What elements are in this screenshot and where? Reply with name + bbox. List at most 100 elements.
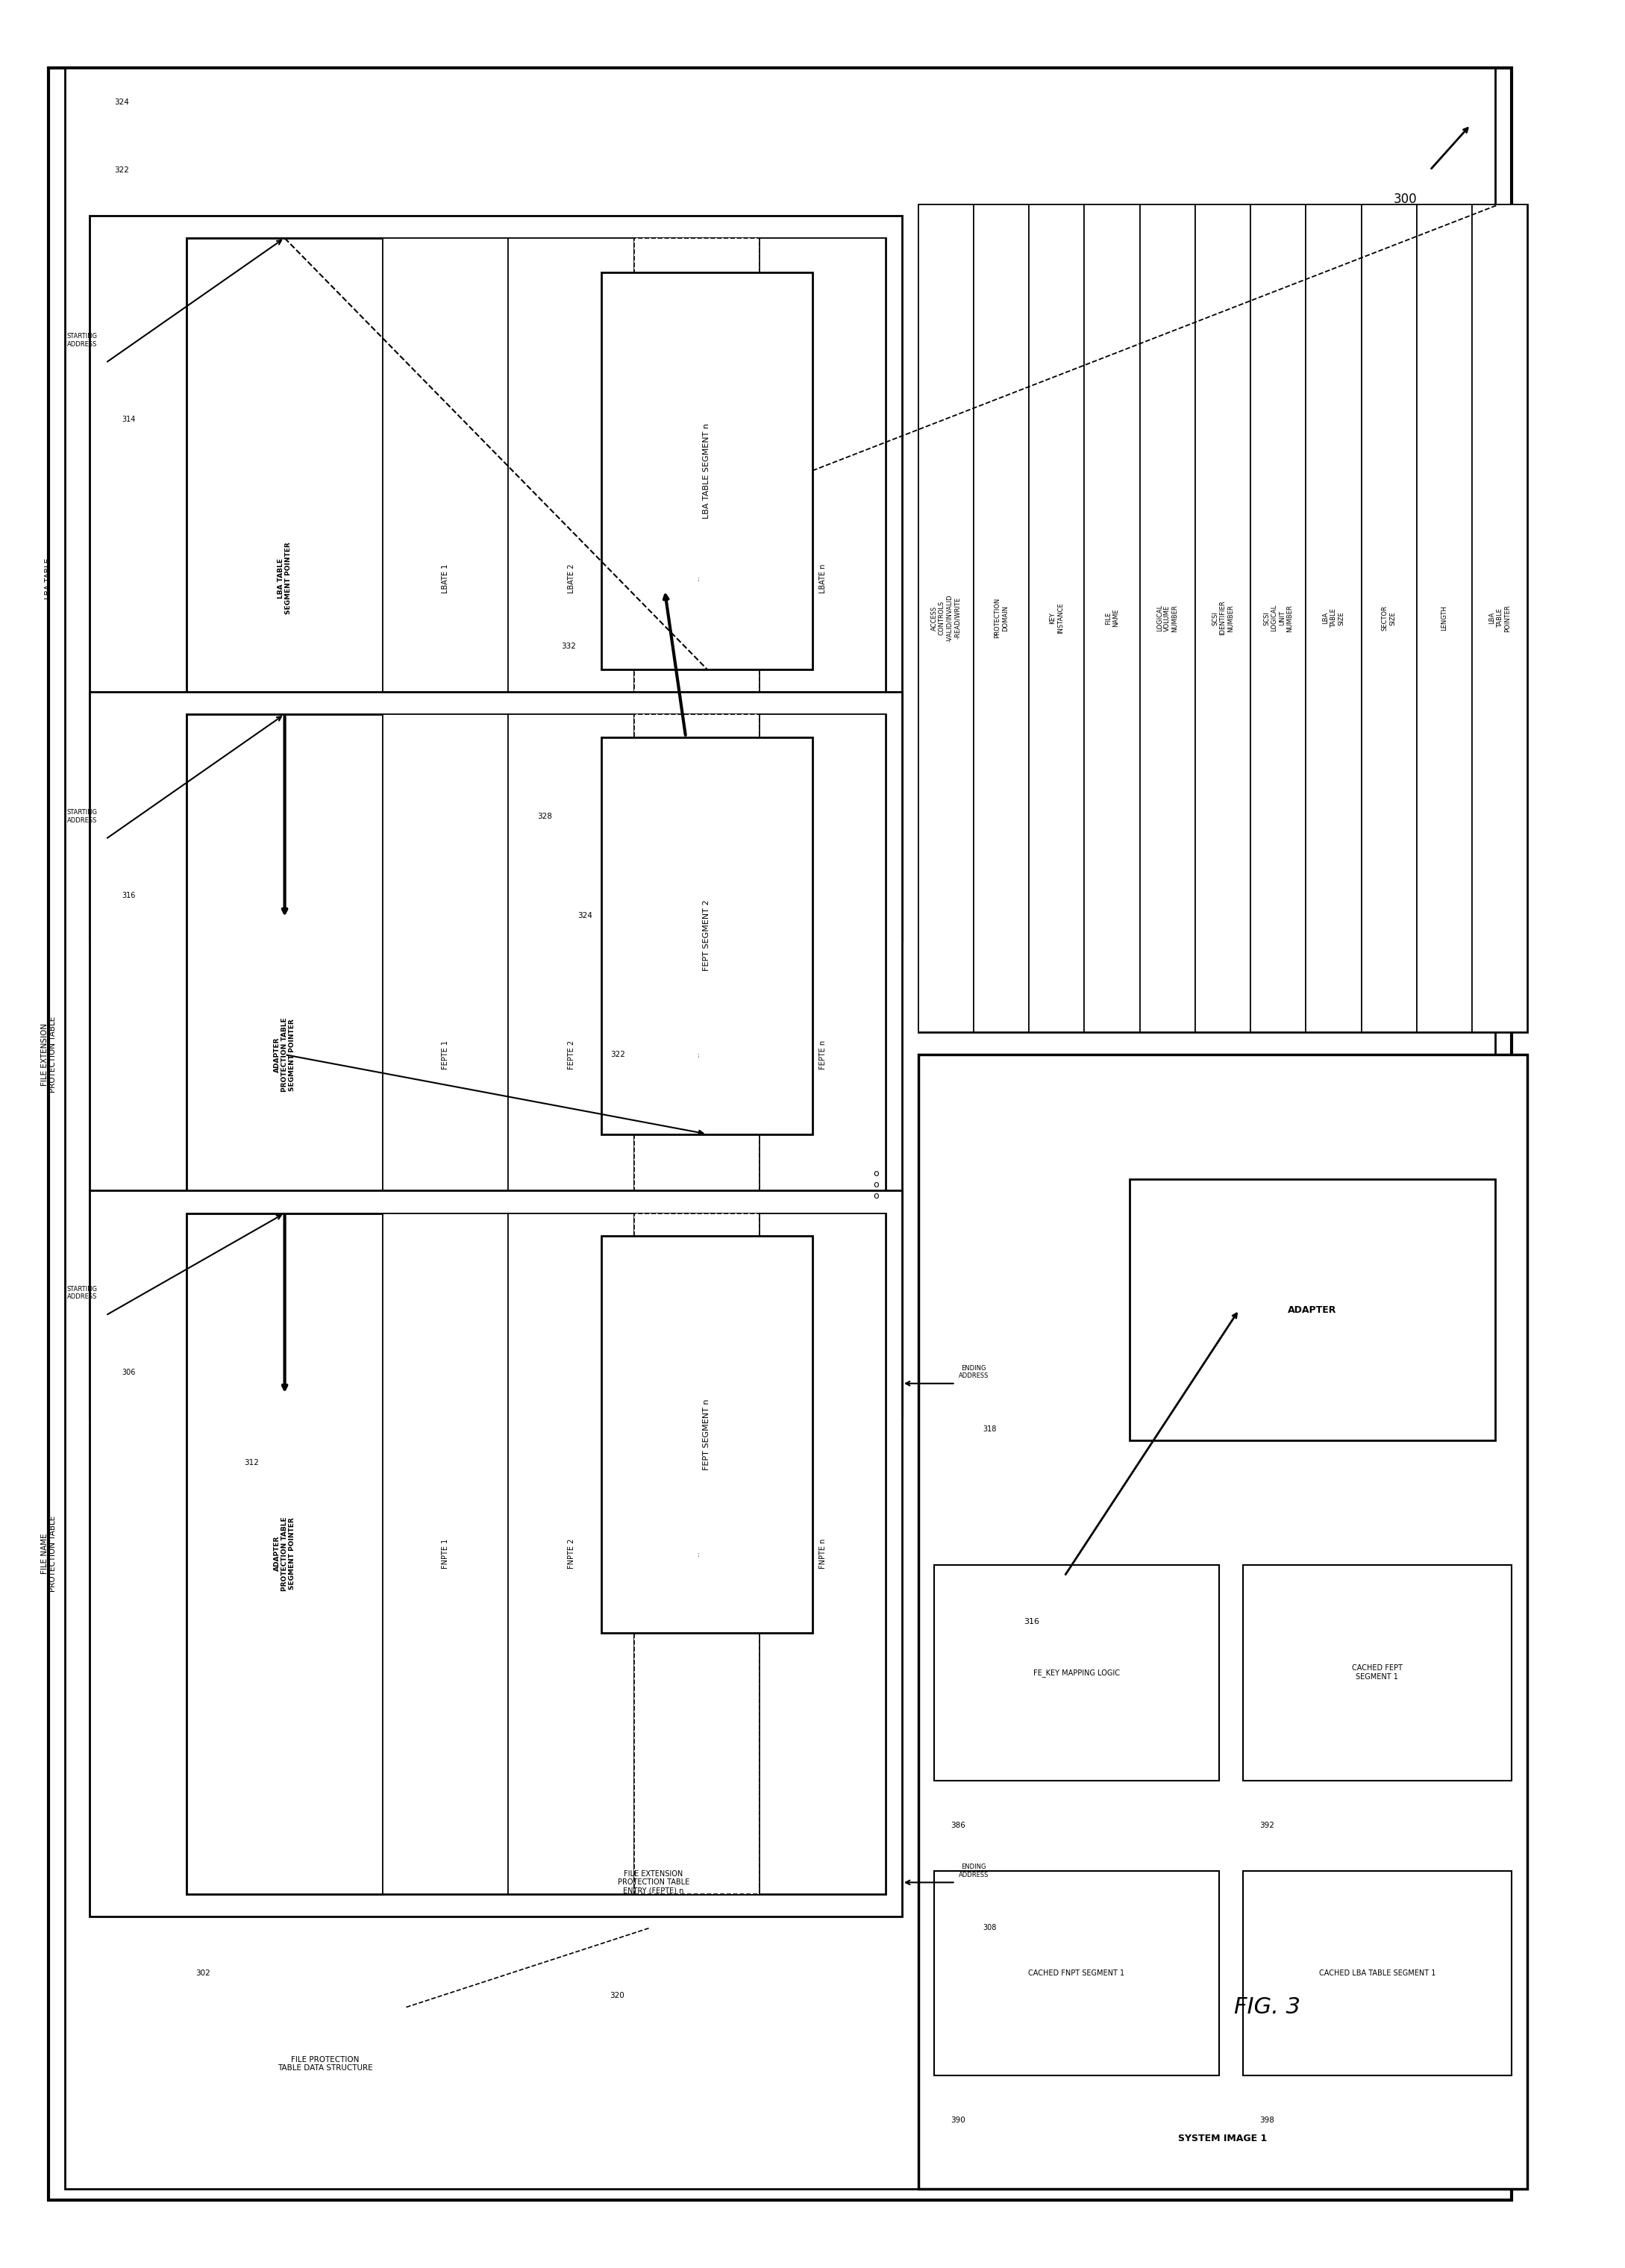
Text: STARTING
ADDRESS: STARTING ADDRESS	[67, 810, 98, 823]
Text: FEPT SEGMENT n: FEPT SEGMENT n	[704, 1399, 710, 1470]
Bar	[509, 714, 634, 1395]
Bar	[634, 238, 760, 919]
Text: ...: ...	[694, 1551, 700, 1556]
Text: 324: 324	[114, 98, 130, 107]
Text: 328: 328	[536, 812, 552, 821]
Bar	[1306, 204, 1362, 1032]
Bar	[918, 204, 1528, 1032]
Text: 386: 386	[951, 1821, 965, 1830]
Bar	[382, 238, 509, 919]
Bar	[509, 238, 634, 919]
Text: FNPTE 2: FNPTE 2	[567, 1538, 575, 1569]
Text: LBA
TABLE
SIZE: LBA TABLE SIZE	[1323, 608, 1345, 628]
Bar	[187, 238, 382, 919]
Text: 322: 322	[609, 1050, 626, 1059]
Bar	[89, 1191, 902, 1916]
Text: ACCESS
CONTROLS
-VALID/INVALID
-READ/WRITE: ACCESS CONTROLS -VALID/INVALID -READ/WRI…	[931, 594, 960, 642]
Bar	[1139, 204, 1194, 1032]
Text: FILE EXTENSION
PROTECTION TABLE: FILE EXTENSION PROTECTION TABLE	[41, 1016, 57, 1093]
Bar	[382, 714, 509, 1395]
Text: CACHED LBA TABLE SEGMENT 1: CACHED LBA TABLE SEGMENT 1	[1320, 1969, 1435, 1978]
Text: ...: ...	[694, 1052, 700, 1057]
Text: FNPTE n: FNPTE n	[819, 1538, 827, 1569]
Bar	[187, 1213, 886, 1894]
Text: 306: 306	[122, 1368, 135, 1377]
Text: 302: 302	[195, 1969, 211, 1978]
Text: 316: 316	[122, 891, 135, 900]
Text: FE_KEY MAPPING LOGIC: FE_KEY MAPPING LOGIC	[1034, 1669, 1120, 1676]
Text: ENDING
ADDRESS: ENDING ADDRESS	[959, 1864, 990, 1878]
Bar	[187, 238, 886, 919]
Text: KEY
INSTANCE: KEY INSTANCE	[1050, 603, 1064, 633]
Text: LBA
TABLE
POINTER: LBA TABLE POINTER	[1488, 603, 1511, 633]
Bar	[187, 714, 382, 1395]
Text: LOGICAL
VOLUME
NUMBER: LOGICAL VOLUME NUMBER	[1157, 603, 1178, 633]
Text: FILE EXTENSION
PROTECTION TABLE
ENTRY (FEPTE) n: FILE EXTENSION PROTECTION TABLE ENTRY (F…	[618, 1871, 689, 1894]
Bar	[760, 238, 886, 919]
Text: ADAPTER
PROTECTION TABLE
SEGMENT POINTER: ADAPTER PROTECTION TABLE SEGMENT POINTER	[273, 1517, 296, 1590]
Bar	[634, 714, 760, 1395]
Bar	[1251, 204, 1306, 1032]
Text: FNPTE 1: FNPTE 1	[442, 1538, 448, 1569]
Text: 398: 398	[1259, 2116, 1274, 2125]
Text: 392: 392	[1259, 1821, 1274, 1830]
Text: LBA TABLE
SEGMENT POINTER: LBA TABLE SEGMENT POINTER	[278, 542, 292, 615]
Text: PROTECTION
DOMAIN: PROTECTION DOMAIN	[994, 599, 1009, 637]
Text: ADAPTER
PROTECTION TABLE
SEGMENT POINTER: ADAPTER PROTECTION TABLE SEGMENT POINTER	[273, 1018, 296, 1091]
Text: LBATE 2: LBATE 2	[567, 565, 575, 592]
Text: FILE PROTECTION
TABLE DATA STRUCTURE: FILE PROTECTION TABLE DATA STRUCTURE	[278, 2055, 372, 2073]
Bar	[65, 68, 1495, 2189]
Bar	[973, 204, 1029, 1032]
Bar	[601, 272, 812, 669]
Bar	[89, 692, 902, 1418]
Text: 308: 308	[983, 1923, 996, 1932]
Text: LBA TABLE SEGMENT n: LBA TABLE SEGMENT n	[704, 422, 710, 519]
Bar	[1029, 204, 1084, 1032]
Text: 314: 314	[122, 415, 135, 424]
Text: STARTING
ADDRESS: STARTING ADDRESS	[67, 333, 98, 347]
Bar	[1417, 204, 1472, 1032]
Text: o
o
o: o o o	[873, 1168, 879, 1202]
Bar	[89, 215, 902, 941]
Bar	[601, 1236, 812, 1633]
Text: STARTING
ADDRESS: STARTING ADDRESS	[67, 1286, 98, 1300]
Text: 324: 324	[577, 912, 593, 919]
Bar	[1194, 204, 1251, 1032]
Text: FEPT SEGMENT 2: FEPT SEGMENT 2	[704, 900, 710, 971]
Text: SECTOR
SIZE: SECTOR SIZE	[1381, 606, 1396, 631]
Bar	[1129, 1179, 1495, 1440]
Bar	[634, 1213, 760, 1894]
Text: 316: 316	[1024, 1617, 1040, 1626]
Text: LBA TABLE: LBA TABLE	[46, 558, 52, 599]
Text: CACHED FNPT SEGMENT 1: CACHED FNPT SEGMENT 1	[1029, 1969, 1124, 1978]
Text: ...: ...	[694, 576, 700, 581]
Bar	[934, 1871, 1219, 2075]
Bar	[509, 1213, 634, 1894]
Bar	[601, 737, 812, 1134]
Text: 332: 332	[561, 642, 577, 651]
Bar	[918, 1055, 1528, 2189]
Text: FEPTE 1: FEPTE 1	[442, 1041, 448, 1068]
Bar	[760, 1213, 886, 1894]
Bar	[1084, 204, 1139, 1032]
Bar	[760, 714, 886, 1395]
Text: 322: 322	[114, 166, 130, 175]
Bar	[918, 204, 973, 1032]
Text: 312: 312	[244, 1458, 260, 1467]
Text: 318: 318	[983, 1424, 996, 1433]
Text: FEPTE 2: FEPTE 2	[567, 1041, 575, 1068]
Bar	[1243, 1871, 1511, 2075]
Text: SCSI
IDENTIFIER
NUMBER: SCSI IDENTIFIER NUMBER	[1212, 601, 1233, 635]
Text: 300: 300	[1394, 193, 1417, 206]
Text: 390: 390	[951, 2116, 965, 2125]
Text: 320: 320	[609, 1991, 624, 2000]
Text: LBATE 1: LBATE 1	[442, 565, 448, 592]
Bar	[1243, 1565, 1511, 1780]
Bar	[382, 1213, 509, 1894]
Bar	[187, 714, 886, 1395]
Text: ADAPTER: ADAPTER	[1287, 1304, 1337, 1315]
Bar	[934, 1565, 1219, 1780]
Text: CACHED FEPT
SEGMENT 1: CACHED FEPT SEGMENT 1	[1352, 1665, 1402, 1681]
Text: SCSI
LOGICAL
UNIT
NUMBER: SCSI LOGICAL UNIT NUMBER	[1263, 603, 1294, 633]
Text: ENDING
ADDRESS: ENDING ADDRESS	[959, 1365, 990, 1379]
